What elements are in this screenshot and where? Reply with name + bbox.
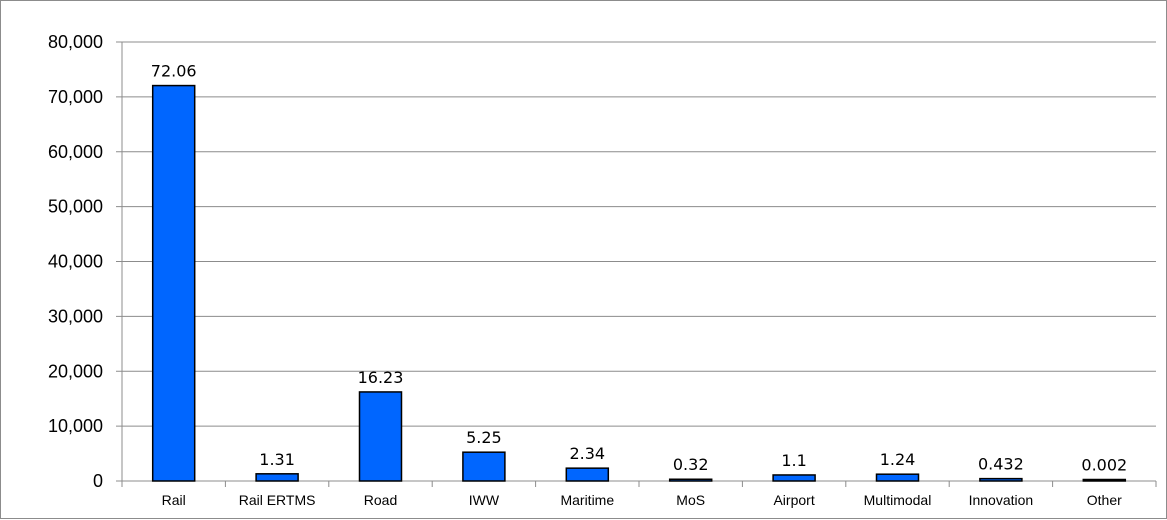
category-label: Rail bbox=[162, 492, 186, 508]
axes bbox=[116, 41, 1157, 487]
y-tick-label: 0 bbox=[93, 471, 103, 491]
x-axis-category-labels: Rail Rail ERTMS Road IWW Maritime MoS Airport M… bbox=[162, 492, 1123, 508]
y-tick-label: 60,000 bbox=[48, 142, 103, 162]
bar-multimodal bbox=[875, 473, 920, 482]
data-label: 0.32 bbox=[673, 455, 709, 474]
bar-mos bbox=[668, 478, 713, 482]
category-label: Maritime bbox=[560, 492, 614, 508]
bar-rail bbox=[151, 84, 196, 482]
y-tick-label: 20,000 bbox=[48, 361, 103, 381]
bars bbox=[151, 84, 1127, 482]
bar-iww bbox=[462, 451, 506, 482]
bar-innovation bbox=[979, 477, 1023, 482]
category-label: Innovation bbox=[969, 492, 1034, 508]
y-tick-label: 50,000 bbox=[48, 197, 103, 217]
category-label: IWW bbox=[469, 492, 500, 508]
data-label: 1.24 bbox=[880, 450, 916, 469]
category-label: Multimodal bbox=[864, 492, 932, 508]
y-tick-label: 30,000 bbox=[48, 306, 103, 326]
y-tick-label: 10,000 bbox=[48, 416, 103, 436]
bar-road bbox=[358, 391, 403, 482]
category-label: Other bbox=[1087, 492, 1122, 508]
data-label: 1.1 bbox=[781, 451, 806, 470]
bar-airport bbox=[772, 474, 816, 482]
data-labels: 72.06 1.31 16.23 5.25 2.34 0.32 1.1 1.24 0.432 0.… bbox=[151, 62, 1127, 475]
gridlines bbox=[122, 41, 1156, 427]
bar-other bbox=[1082, 478, 1127, 482]
data-label: 5.25 bbox=[466, 428, 502, 447]
data-label: 16.23 bbox=[358, 368, 404, 387]
category-label: Airport bbox=[773, 492, 814, 508]
y-tick-label: 40,000 bbox=[48, 252, 103, 272]
category-label: Rail ERTMS bbox=[239, 492, 316, 508]
data-label: 2.34 bbox=[569, 444, 605, 463]
y-tick-label: 80,000 bbox=[48, 32, 103, 52]
category-label: MoS bbox=[676, 492, 705, 508]
data-label: 0.002 bbox=[1081, 456, 1127, 475]
bar-maritime bbox=[565, 467, 610, 482]
data-label: 72.06 bbox=[151, 62, 197, 81]
data-label: 1.31 bbox=[259, 450, 295, 469]
bar-rail-ertms bbox=[255, 473, 299, 482]
data-label: 0.432 bbox=[978, 455, 1024, 474]
category-label: Road bbox=[364, 492, 397, 508]
y-axis-tick-labels: 0 10,000 20,000 30,000 40,000 50,000 60,000 70,… bbox=[48, 32, 103, 491]
y-tick-label: 70,000 bbox=[48, 87, 103, 107]
